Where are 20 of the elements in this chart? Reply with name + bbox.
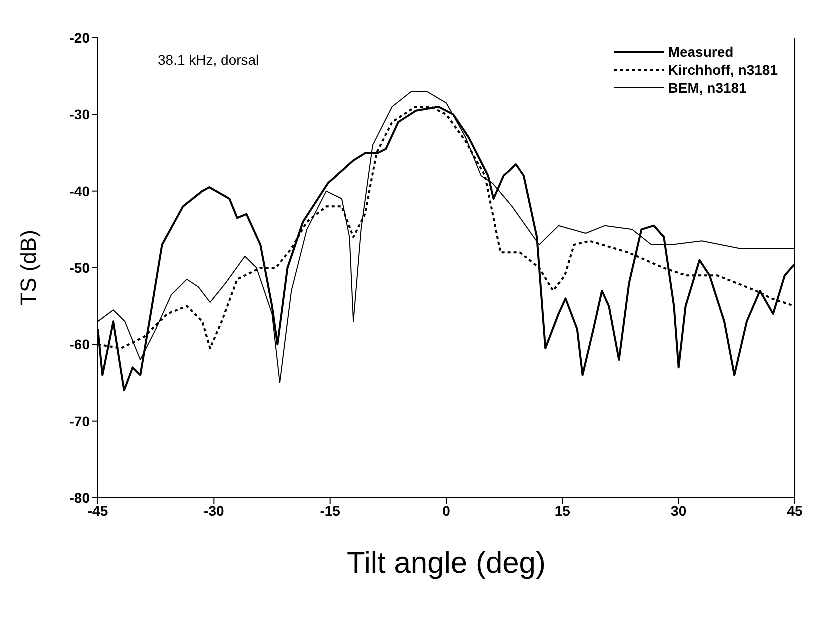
legend-label: Measured: [668, 44, 734, 60]
x-tick-label: 15: [554, 502, 571, 519]
y-tick-label: -20: [70, 30, 90, 46]
y-tick-label: -80: [70, 490, 90, 506]
legend-label: BEM, n3181: [668, 80, 747, 96]
x-tick-label: -45: [88, 502, 108, 519]
x-tick-label: 45: [787, 502, 803, 519]
y-axis-title: TS (dB): [16, 230, 41, 306]
y-tick-label: -30: [70, 106, 90, 123]
y-tick-label: -70: [70, 413, 90, 430]
x-tick-label: 30: [671, 502, 687, 519]
x-tick-label: 0: [442, 502, 451, 519]
x-tick-label: -15: [320, 502, 341, 519]
y-tick-label: -60: [70, 336, 90, 353]
y-tick-label: -50: [70, 260, 90, 276]
x-axis-title: Tilt angle (deg): [347, 547, 546, 580]
annotation: 38.1 kHz, dorsal: [158, 52, 260, 68]
x-tick-label: -30: [204, 502, 224, 519]
y-tick-label: -40: [70, 183, 90, 200]
legend-label: Kirchhoff, n3181: [668, 62, 778, 78]
